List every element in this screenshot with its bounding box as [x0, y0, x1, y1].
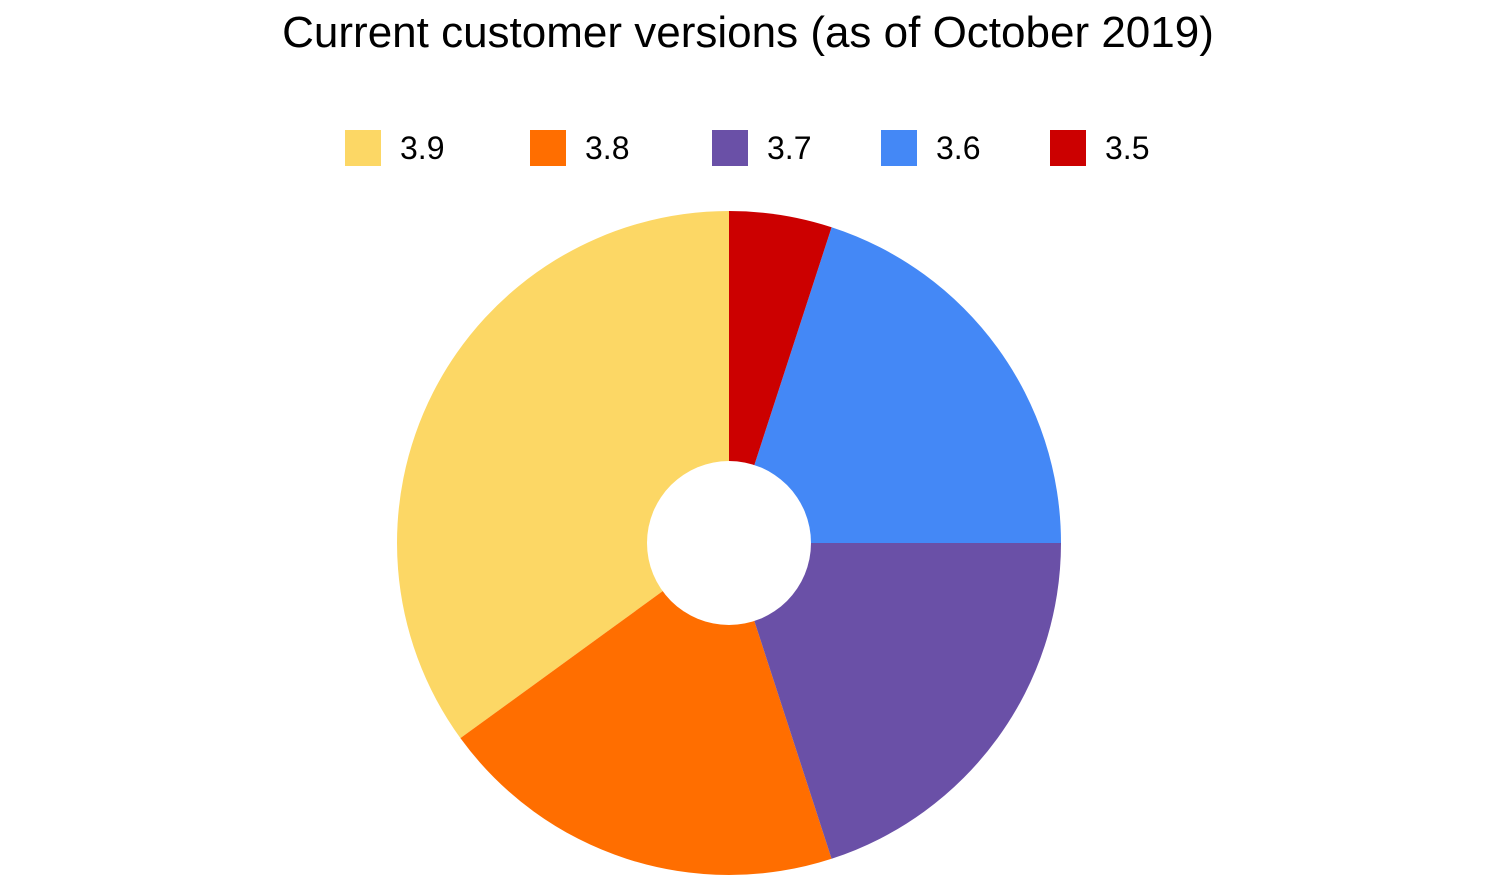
pie-slice-3-7: [729, 543, 1061, 859]
legend-label-3-8: 3.8: [585, 130, 630, 166]
legend-label-3-9: 3.9: [400, 130, 445, 166]
legend-swatch-3-5: [1050, 130, 1086, 166]
pie-slice-3-5: [729, 211, 832, 543]
legend: 3.9 3.8 3.7 3.6 3.5: [0, 126, 1510, 170]
pie-slice-3-9: [397, 211, 729, 739]
pie-slice-3-6: [729, 227, 1061, 543]
legend-label-3-7: 3.7: [767, 130, 812, 166]
chart-title: Current customer versions (as of October…: [282, 8, 1214, 57]
legend-swatch-3-6: [881, 130, 917, 166]
pie-slices: [397, 211, 1061, 875]
legend-swatch-3-9: [345, 130, 381, 166]
legend-swatch-3-8: [530, 130, 566, 166]
legend-swatch-3-7: [712, 130, 748, 166]
legend-label-3-6: 3.6: [936, 130, 981, 166]
pie-slice-3-8: [460, 543, 832, 875]
donut-hole: [647, 461, 811, 625]
legend-label-3-5: 3.5: [1105, 130, 1150, 166]
